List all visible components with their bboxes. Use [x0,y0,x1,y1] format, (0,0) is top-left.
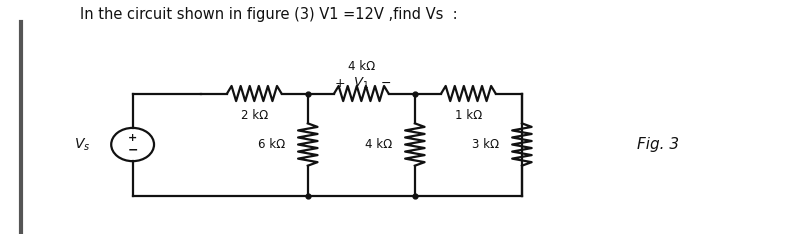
Text: 1 kΩ: 1 kΩ [454,109,482,122]
Text: 2 kΩ: 2 kΩ [241,109,268,122]
Text: Fig. 3: Fig. 3 [637,137,679,152]
Text: 4 kΩ: 4 kΩ [348,60,375,73]
Text: 3 kΩ: 3 kΩ [473,138,499,151]
Text: In the circuit shown in figure (3) V1 =12V ,find Vs  :: In the circuit shown in figure (3) V1 =1… [80,7,458,22]
Text: 6 kΩ: 6 kΩ [258,138,286,151]
Text: $V_1$: $V_1$ [354,76,370,91]
Text: $V_s$: $V_s$ [74,136,90,153]
Text: +: + [334,77,346,90]
Text: +: + [128,133,138,143]
Text: −: − [381,77,391,90]
Text: 4 kΩ: 4 kΩ [366,138,393,151]
Text: −: − [127,143,138,156]
